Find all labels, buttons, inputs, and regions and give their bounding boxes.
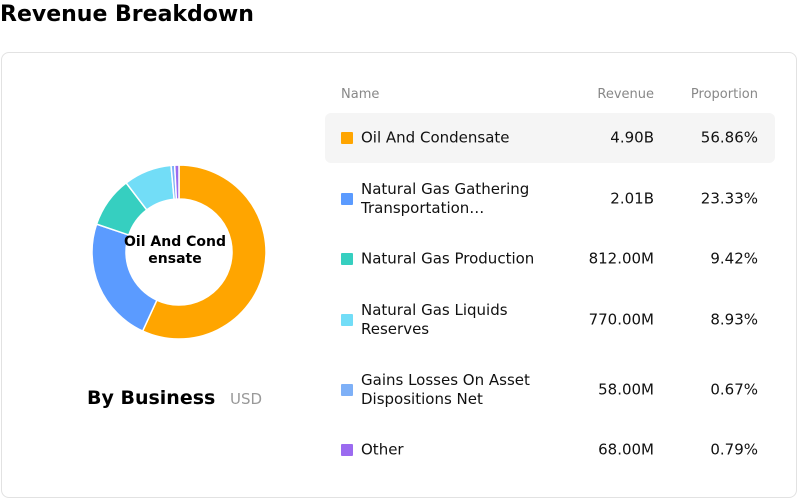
column-header: Proportion bbox=[690, 87, 758, 102]
legend-swatch bbox=[341, 384, 353, 396]
row-name: Natural Gas Gathering Transportation… bbox=[361, 180, 530, 217]
donut-chart bbox=[91, 164, 267, 340]
row-revenue: 770.00M bbox=[588, 310, 654, 329]
chart-subtitle: By Business bbox=[87, 387, 216, 409]
legend-swatch bbox=[341, 314, 353, 326]
row-name: Other bbox=[361, 440, 404, 459]
row-revenue: 68.00M bbox=[598, 440, 654, 459]
legend-swatch bbox=[341, 444, 353, 456]
legend-swatch bbox=[341, 132, 353, 144]
column-header: Name bbox=[341, 87, 380, 102]
row-proportion: 0.67% bbox=[710, 380, 758, 399]
center-label: Oil And Condensate bbox=[124, 234, 226, 267]
row-revenue: 4.90B bbox=[610, 128, 654, 147]
row-revenue: 2.01B bbox=[610, 189, 654, 208]
row-highlight bbox=[325, 113, 775, 163]
page-title: Revenue Breakdown bbox=[0, 2, 254, 27]
row-revenue: 812.00M bbox=[588, 249, 654, 268]
row-proportion: 23.33% bbox=[700, 189, 758, 208]
donut-segment bbox=[141, 164, 267, 340]
row-proportion: 8.93% bbox=[710, 310, 758, 329]
row-proportion: 9.42% bbox=[710, 249, 758, 268]
row-name: Gains Losses On Asset Dispositions Net bbox=[361, 371, 530, 408]
row-name: Natural Gas Production bbox=[361, 249, 535, 268]
row-name: Natural Gas Liquids Reserves bbox=[361, 301, 508, 338]
unit-label: USD bbox=[230, 390, 263, 408]
row-proportion: 0.79% bbox=[710, 440, 758, 459]
row-proportion: 56.86% bbox=[700, 128, 758, 147]
legend-swatch bbox=[341, 193, 353, 205]
card bbox=[1, 52, 797, 498]
column-header: Revenue bbox=[597, 87, 654, 102]
row-name: Oil And Condensate bbox=[361, 128, 510, 147]
row-revenue: 58.00M bbox=[598, 380, 654, 399]
donut-segment bbox=[173, 164, 180, 200]
legend-swatch bbox=[341, 253, 353, 265]
